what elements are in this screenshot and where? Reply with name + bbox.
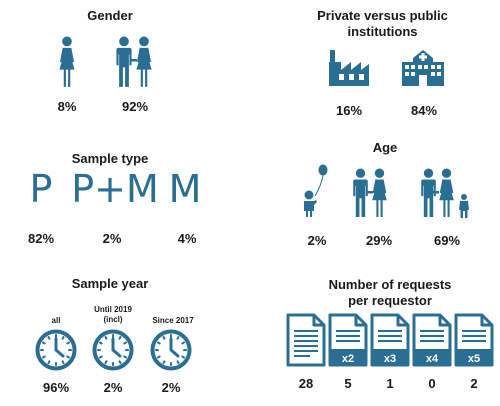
requests-value-2: 5 — [344, 376, 352, 391]
document-x5-label: x5 — [467, 353, 481, 365]
sample-year-label-since: Since 2017 — [152, 316, 194, 325]
document-x2-icon: x2 — [328, 313, 368, 367]
gender-value-female: 8% — [57, 99, 77, 114]
document-x2-label: x2 — [341, 353, 355, 365]
requests-title-line2: per requestor — [348, 293, 432, 308]
document-icon — [286, 313, 326, 367]
sample-year-label-until-line1: Until 2019 — [94, 305, 132, 314]
couple-icon — [113, 36, 157, 88]
age-value-child: 2% — [307, 233, 327, 248]
gender-value-couple: 92% — [121, 99, 149, 114]
sample-year-value-since: 2% — [161, 380, 181, 395]
requests-value-1: 28 — [298, 376, 314, 391]
sample-type-label-pm: P+M — [71, 167, 159, 211]
requests-value-4: 0 — [428, 376, 436, 391]
age-value-family: 69% — [433, 233, 461, 248]
sample-year-value-until: 2% — [103, 380, 123, 395]
factory-icon — [327, 48, 371, 88]
sample-year-label-until-line2: (incl) — [103, 315, 123, 324]
hospital-icon — [400, 46, 446, 88]
document-x3-icon: x3 — [370, 313, 410, 367]
sample-year-label-all: all — [51, 316, 61, 325]
document-x5-icon: x5 — [454, 313, 494, 367]
institutions-value-public: 84% — [410, 103, 438, 118]
age-title: Age — [372, 140, 398, 155]
institutions-title-line2: institutions — [347, 24, 418, 39]
gender-title: Gender — [87, 8, 133, 23]
clock-icon — [91, 328, 135, 372]
clock-icon — [34, 328, 78, 372]
adult-couple-icon — [350, 168, 392, 218]
clock-icon — [149, 328, 193, 372]
requests-title-line1: Number of requests — [328, 277, 452, 292]
institutions-title: Private versus public institutions — [300, 8, 465, 40]
sample-type-value-pm: 2% — [102, 231, 122, 246]
requests-title: Number of requests per requestor — [310, 277, 470, 309]
requests-value-5: 2 — [470, 376, 478, 391]
institutions-title-line1: Private versus public — [317, 8, 448, 23]
institutions-value-private: 16% — [335, 103, 363, 118]
sample-year-label-until: Until 2019 (incl) — [81, 305, 145, 325]
age-value-adult: 29% — [365, 233, 393, 248]
female-icon — [56, 36, 78, 88]
child-balloon-icon — [298, 164, 332, 218]
sample-year-title: Sample year — [71, 276, 149, 291]
document-x4-label: x4 — [425, 353, 439, 365]
family-icon — [418, 168, 472, 218]
requests-value-3: 1 — [386, 376, 394, 391]
sample-year-value-all: 96% — [42, 380, 70, 395]
sample-type-label-p: P — [29, 167, 53, 211]
sample-type-title: Sample type — [71, 151, 149, 166]
sample-type-value-m: 4% — [177, 231, 197, 246]
document-x4-icon: x4 — [412, 313, 452, 367]
sample-type-value-p: 82% — [27, 231, 55, 246]
sample-type-label-m: M — [168, 167, 202, 211]
document-x3-label: x3 — [383, 353, 397, 365]
